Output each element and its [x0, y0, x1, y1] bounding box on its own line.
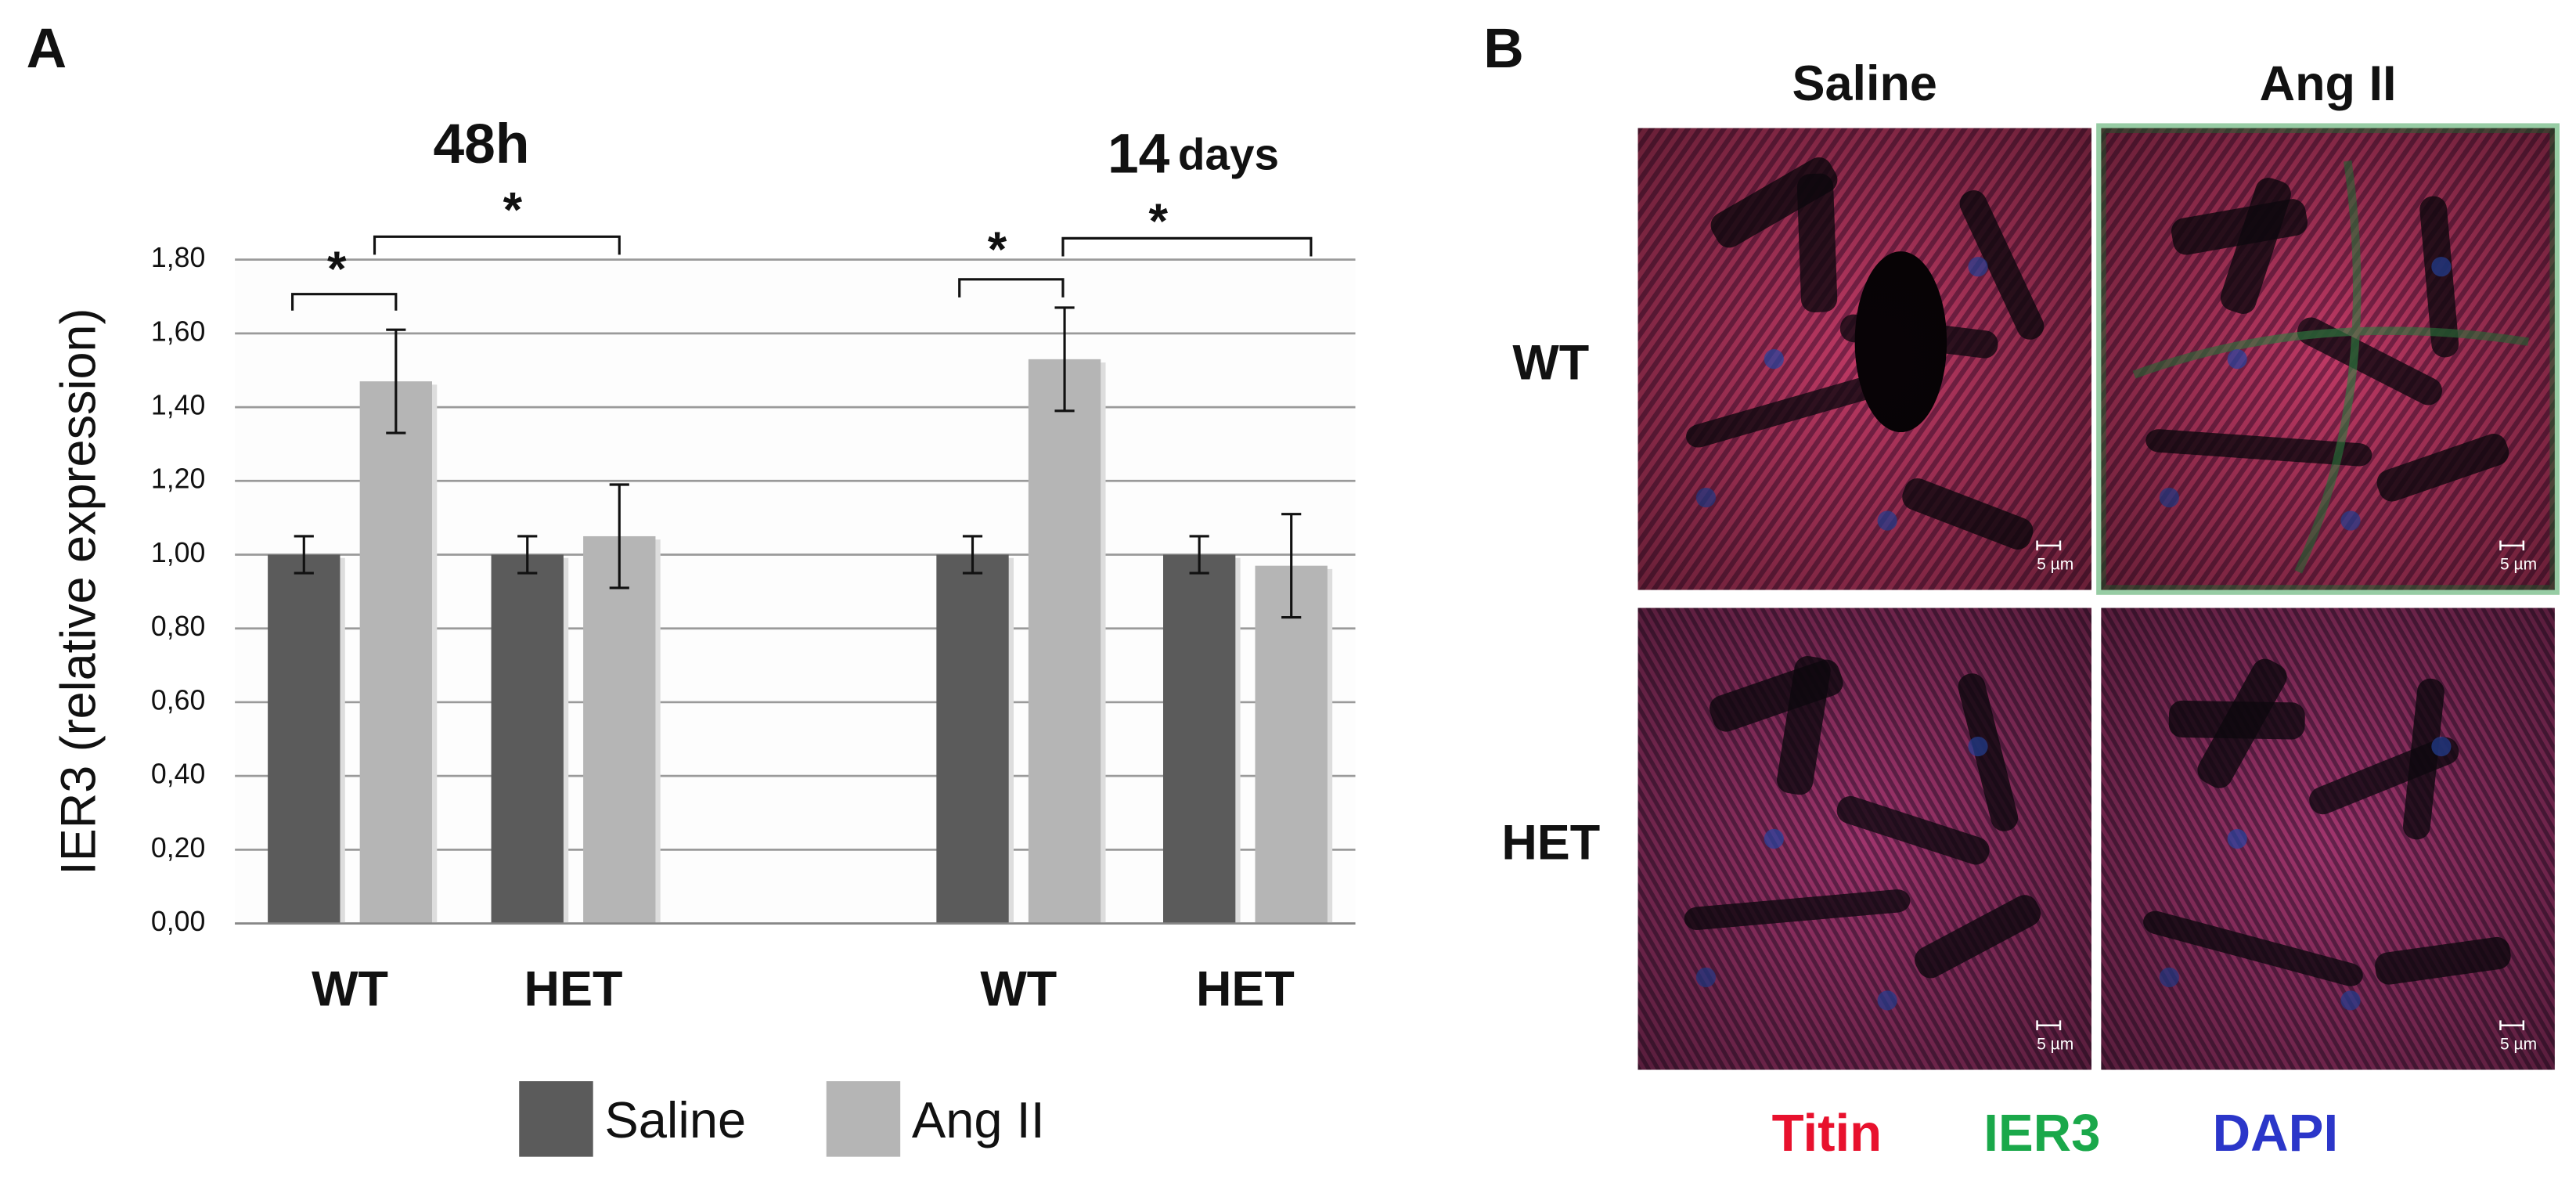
legend-label: Saline — [604, 1091, 746, 1148]
error-bar — [386, 328, 406, 434]
stain-label: DAPI — [2213, 1104, 2338, 1163]
micrograph: 5 µm — [2096, 123, 2560, 595]
bar — [268, 554, 340, 924]
x-tick-label: WT — [312, 961, 388, 1016]
bar — [936, 554, 1009, 924]
row-label: WT — [1512, 336, 1589, 391]
legend-swatch — [519, 1081, 593, 1157]
micrograph: 5 µm — [2101, 608, 2555, 1070]
y-axis-label: IER3 (relative expression) — [52, 308, 106, 874]
scale-bar — [2499, 540, 2525, 551]
y-tick-label: 1,00 — [151, 537, 205, 568]
group-label: 48h — [433, 113, 529, 175]
stain-label: Titin — [1772, 1104, 1882, 1163]
scale-bar-label: 5 µm — [2037, 556, 2073, 574]
bar — [1162, 554, 1236, 924]
y-tick-label: 1,60 — [151, 315, 205, 347]
row-label: HET — [1501, 816, 1600, 871]
scale-bar — [2036, 540, 2062, 551]
y-tick-label: 0,00 — [151, 906, 205, 937]
y-tick-label: 1,20 — [151, 463, 205, 495]
error-bar — [517, 535, 538, 575]
y-tick-label: 0,40 — [151, 759, 205, 790]
error-bar — [609, 483, 629, 590]
significance-brackets — [291, 235, 1313, 311]
micrograph: 5 µm — [1637, 608, 2091, 1070]
micrograph: 5 µm — [1637, 128, 2091, 590]
group-label: 14 — [1108, 122, 1170, 185]
bar — [583, 535, 656, 924]
scale-bar-label: 5 µm — [2500, 556, 2537, 574]
vignette — [1637, 128, 2091, 590]
error-bar — [294, 535, 314, 575]
bar — [359, 381, 432, 924]
error-bar — [1189, 535, 1209, 575]
y-tick-label: 1,40 — [151, 390, 205, 421]
y-tick-label: 1,80 — [151, 242, 205, 273]
significance-mark: * — [1148, 194, 1168, 249]
x-tick-label: WT — [980, 961, 1057, 1016]
bar — [1255, 565, 1328, 924]
panel-b: B Saline Ang II WT HET 5 µm 5 µm 5 µm 5 µm Titin… — [1483, 17, 2560, 1163]
bar — [491, 554, 564, 924]
y-tick-label: 0,60 — [151, 684, 205, 716]
y-tick-label: 0,20 — [151, 832, 205, 864]
significance-mark: * — [327, 242, 347, 297]
group-unit: days — [1178, 130, 1279, 179]
plot: 0,00 0,20 0,40 0,60 0,80 1,00 1,20 1,40 1,60 1,80… — [151, 242, 1356, 1157]
error-bar — [1054, 306, 1075, 413]
vignette — [2101, 128, 2555, 590]
panel-label: B — [1483, 17, 1524, 80]
vignette — [1637, 608, 2091, 1070]
column-header: Ang II — [2260, 56, 2397, 111]
significance-mark: * — [503, 183, 523, 238]
error-bar — [1281, 513, 1302, 619]
legend-label: Ang II — [912, 1091, 1045, 1148]
bar — [1028, 359, 1101, 924]
column-header: Saline — [1792, 56, 1937, 111]
scale-bar-label: 5 µm — [2500, 1035, 2537, 1053]
panel-label: A — [27, 17, 67, 80]
x-tick-label: HET — [524, 961, 623, 1016]
y-tick-label: 0,80 — [151, 611, 205, 642]
legend-swatch — [826, 1081, 901, 1157]
error-bar — [962, 535, 983, 575]
scale-bar — [2499, 1020, 2525, 1031]
significance-mark: * — [988, 222, 1007, 277]
stain-label: IER3 — [1983, 1104, 2100, 1163]
x-tick-label: HET — [1196, 961, 1295, 1016]
vignette — [2101, 608, 2555, 1070]
scale-bar-label: 5 µm — [2037, 1035, 2073, 1053]
scale-bar — [2036, 1020, 2062, 1031]
